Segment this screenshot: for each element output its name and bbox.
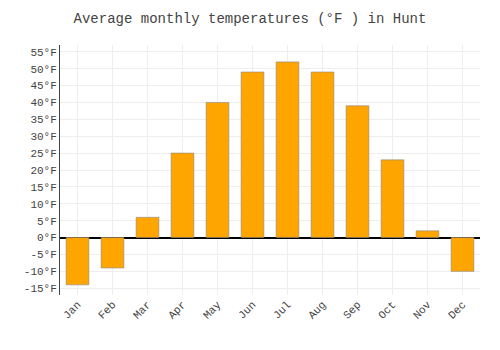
svg-text:25°F: 25°F — [30, 148, 56, 160]
svg-text:-10°F: -10°F — [24, 266, 57, 278]
svg-text:50°F: 50°F — [30, 64, 56, 76]
svg-text:0°F: 0°F — [37, 232, 57, 244]
svg-text:Apr: Apr — [166, 299, 188, 321]
svg-text:Oct: Oct — [376, 299, 398, 321]
svg-text:35°F: 35°F — [30, 114, 56, 126]
svg-text:5°F: 5°F — [37, 216, 57, 228]
svg-text:45°F: 45°F — [30, 80, 56, 92]
svg-text:Mar: Mar — [131, 299, 153, 321]
svg-text:May: May — [201, 299, 224, 322]
svg-text:15°F: 15°F — [30, 182, 56, 194]
svg-text:10°F: 10°F — [30, 199, 56, 211]
svg-text:-15°F: -15°F — [24, 283, 57, 295]
svg-text:55°F: 55°F — [30, 47, 56, 59]
svg-text:Feb: Feb — [96, 299, 118, 321]
svg-text:Dec: Dec — [446, 299, 468, 321]
svg-text:40°F: 40°F — [30, 97, 56, 109]
svg-text:Aug: Aug — [306, 299, 328, 321]
svg-text:20°F: 20°F — [30, 165, 56, 177]
svg-text:Jul: Jul — [271, 299, 293, 321]
svg-text:-5°F: -5°F — [30, 249, 56, 261]
svg-text:Nov: Nov — [411, 299, 434, 322]
svg-text:Sep: Sep — [341, 299, 363, 321]
svg-text:Jan: Jan — [61, 299, 83, 321]
svg-text:30°F: 30°F — [30, 131, 56, 143]
svg-text:Jun: Jun — [236, 299, 258, 321]
svg-text:Average monthly temperatures (: Average monthly temperatures (°F ) in Hu… — [74, 11, 427, 27]
